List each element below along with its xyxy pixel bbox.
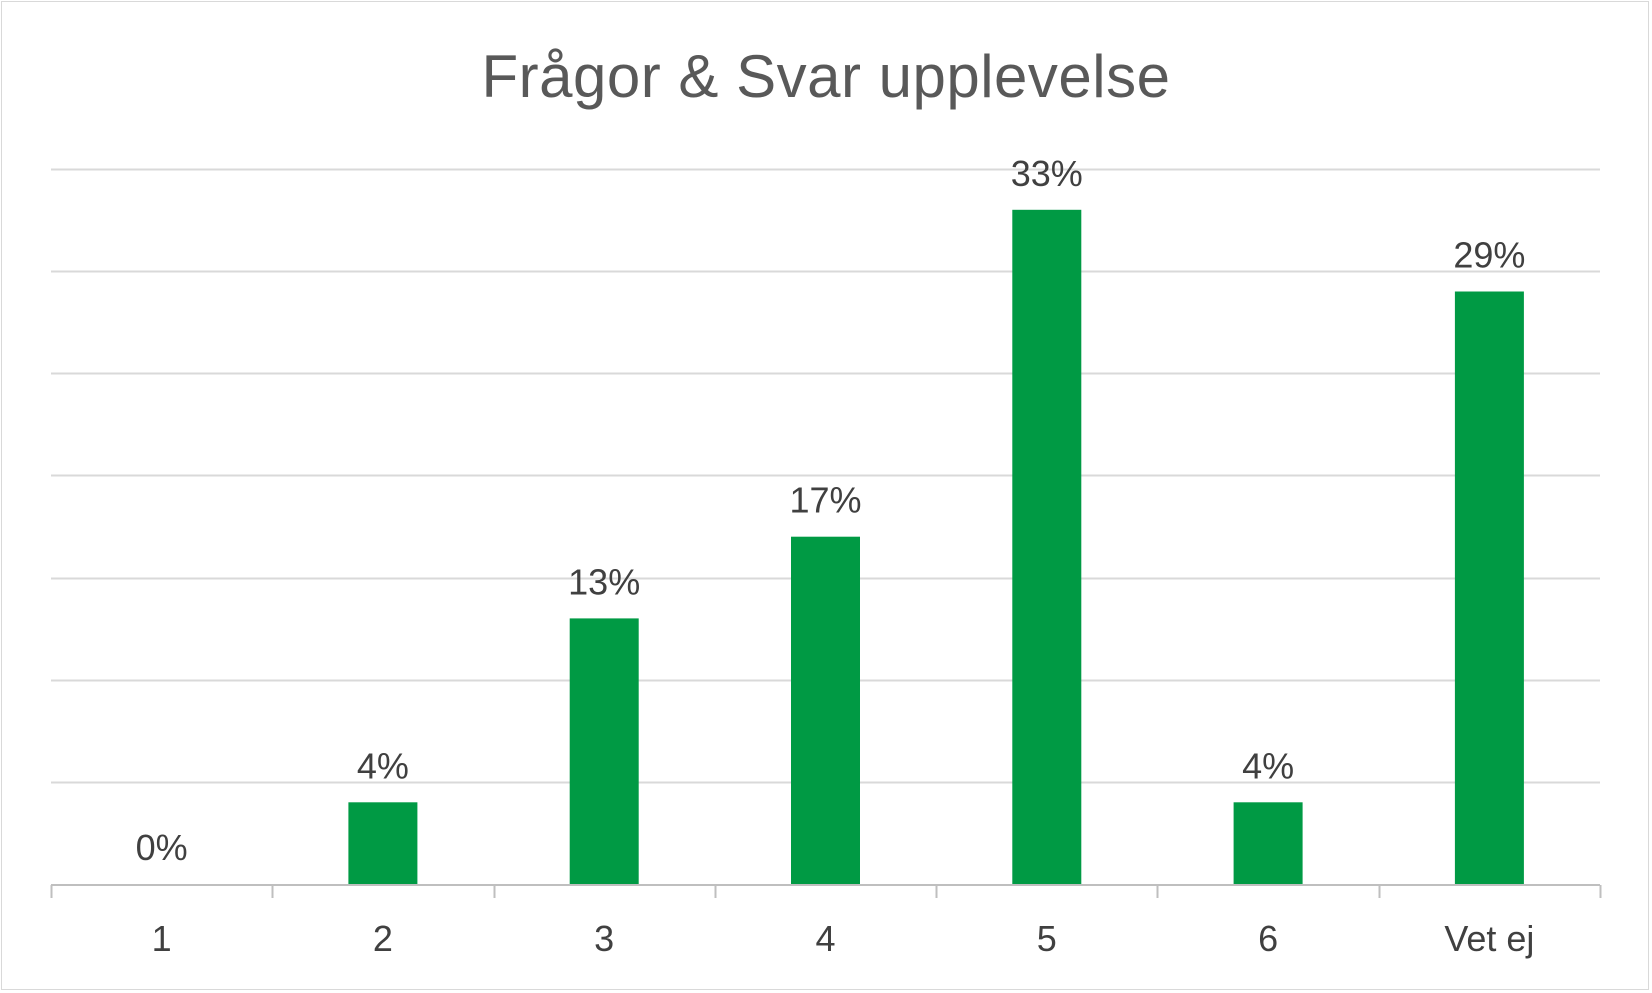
x-tick-label: 1 [152, 918, 172, 959]
data-label: 4% [357, 745, 409, 786]
bar [569, 618, 639, 884]
x-tick-label: 5 [1037, 918, 1057, 959]
chart-title: Frågor & Svar upplevelse [481, 43, 1171, 110]
bar [1012, 209, 1082, 885]
data-label: 0% [136, 827, 188, 868]
x-tick-label: 3 [594, 918, 614, 959]
data-label: 13% [568, 561, 640, 602]
bar [348, 802, 418, 884]
data-label: 29% [1453, 235, 1525, 276]
x-tick-labels: 1 2 3 4 5 6 Vet ej [152, 918, 1535, 959]
x-tick-label: 2 [373, 918, 393, 959]
x-tick-label: Vet ej [1444, 918, 1534, 959]
data-label: 4% [1242, 745, 1294, 786]
bar [791, 536, 860, 884]
x-tick-label: 6 [1258, 918, 1278, 959]
bars [348, 209, 1524, 885]
x-axis [50, 884, 1602, 898]
x-tick-label: 4 [815, 918, 835, 959]
data-label: 17% [789, 480, 861, 521]
data-labels: 0% 4% 13% 17% 33% 4% 29% [136, 153, 1526, 868]
bar [1454, 291, 1524, 884]
bar [1233, 802, 1303, 884]
data-label: 33% [1011, 153, 1083, 194]
